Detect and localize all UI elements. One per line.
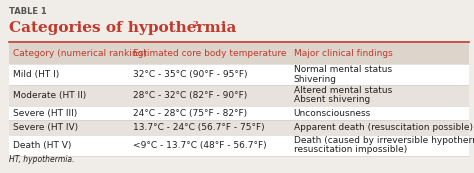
Text: Severe (HT III): Severe (HT III) bbox=[13, 108, 78, 117]
Text: Absent shivering: Absent shivering bbox=[294, 95, 370, 104]
Text: HT, hypothermia.: HT, hypothermia. bbox=[9, 155, 75, 164]
Text: Altered mental status: Altered mental status bbox=[294, 86, 392, 95]
Text: <9°C - 13.7°C (48°F - 56.7°F): <9°C - 13.7°C (48°F - 56.7°F) bbox=[133, 141, 266, 150]
Bar bbox=[9, 43, 469, 64]
Text: Normal mental status: Normal mental status bbox=[294, 65, 392, 74]
Text: Severe (HT IV): Severe (HT IV) bbox=[13, 123, 78, 132]
Text: Apparent death (resuscitation possible): Apparent death (resuscitation possible) bbox=[294, 123, 473, 132]
Text: Death (caused by irreversible hypothermia;: Death (caused by irreversible hypothermi… bbox=[294, 136, 474, 145]
Text: 28°C - 32°C (82°F - 90°F): 28°C - 32°C (82°F - 90°F) bbox=[133, 91, 247, 100]
Text: 2: 2 bbox=[192, 20, 198, 28]
Text: 13.7°C - 24°C (56.7°F - 75°F): 13.7°C - 24°C (56.7°F - 75°F) bbox=[133, 123, 264, 132]
Bar bbox=[9, 64, 469, 85]
Text: Moderate (HT II): Moderate (HT II) bbox=[13, 91, 87, 100]
Text: Mild (HT I): Mild (HT I) bbox=[13, 70, 60, 79]
Text: Estimated core body temperature: Estimated core body temperature bbox=[133, 49, 286, 58]
Text: Shivering: Shivering bbox=[294, 75, 337, 84]
Bar bbox=[9, 135, 469, 156]
Bar bbox=[9, 85, 469, 106]
Text: 24°C - 28°C (75°F - 82°F): 24°C - 28°C (75°F - 82°F) bbox=[133, 108, 247, 117]
Text: Categories of hypothermia: Categories of hypothermia bbox=[9, 21, 237, 35]
Text: TABLE 1: TABLE 1 bbox=[9, 7, 47, 16]
Text: Major clinical findings: Major clinical findings bbox=[294, 49, 392, 58]
Text: resuscitation impossible): resuscitation impossible) bbox=[294, 145, 407, 154]
Bar bbox=[9, 43, 469, 156]
Text: 32°C - 35°C (90°F - 95°F): 32°C - 35°C (90°F - 95°F) bbox=[133, 70, 247, 79]
Bar bbox=[9, 120, 469, 135]
Text: Category (numerical ranking): Category (numerical ranking) bbox=[13, 49, 147, 58]
Text: Death (HT V): Death (HT V) bbox=[13, 141, 72, 150]
Text: Unconsciousness: Unconsciousness bbox=[294, 108, 371, 117]
Bar bbox=[9, 106, 469, 120]
